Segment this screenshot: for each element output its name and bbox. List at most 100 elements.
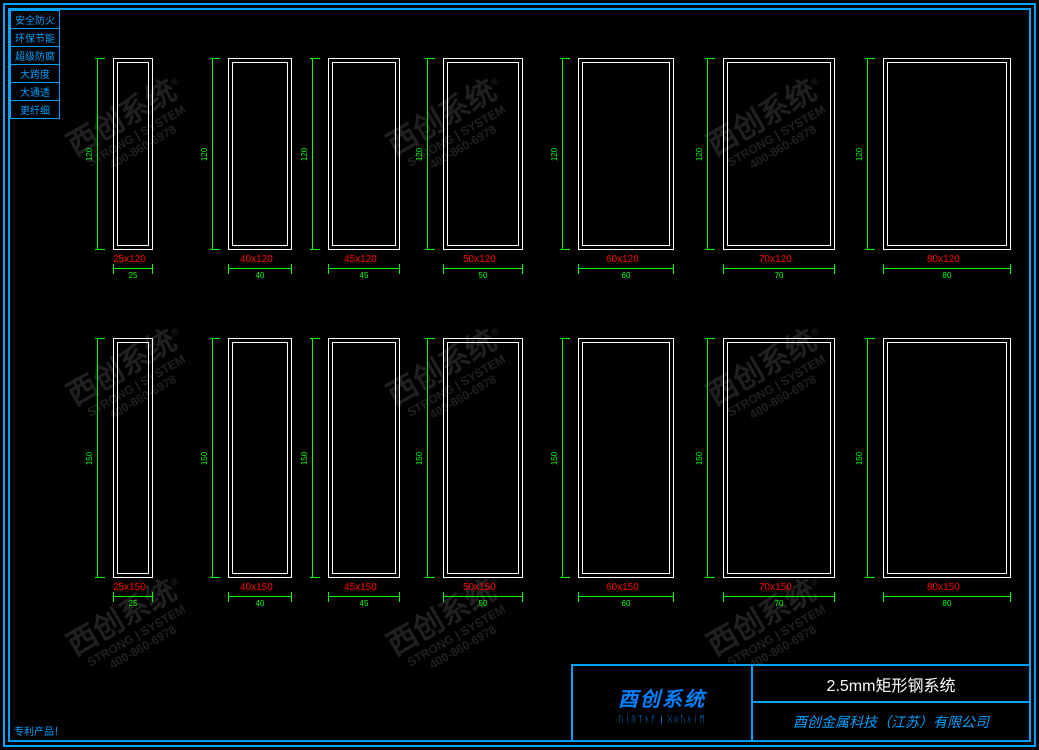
steel-profile: 1204545x120 (328, 58, 400, 250)
profile-inner-wall (727, 342, 831, 574)
dimension-height-label: 120 (200, 148, 209, 161)
dimension-width: 25 (113, 268, 153, 269)
dimension-width: 45 (328, 596, 400, 597)
title-block: 酉创系统 ᚢᛁᚱᛉᚾᚨ | ᚷᛟᚢᚾᛁᛗ 2.5mm矩形钢系统 酉创金属科技（江… (571, 664, 1031, 742)
dimension-width: 60 (578, 596, 674, 597)
dimension-height: 120 (867, 58, 868, 250)
dimension-width: 25 (113, 596, 153, 597)
profile-inner-wall (887, 62, 1007, 246)
dimension-width: 40 (228, 268, 292, 269)
profile-inner-wall (232, 342, 288, 574)
dimension-width-label: 50 (479, 271, 488, 280)
steel-profile: 1505050x150 (443, 338, 523, 578)
legend-item: 超级防腐 (11, 47, 59, 65)
steel-profile: 1204040x120 (228, 58, 292, 250)
profile-inner-wall (582, 62, 670, 246)
steel-profile: 1206060x120 (578, 58, 674, 250)
dimension-height: 150 (427, 338, 428, 578)
dimension-height-label: 150 (200, 452, 209, 465)
dimension-width-label: 45 (360, 271, 369, 280)
profile-size-label: 70x120 (759, 254, 792, 265)
dimension-height-label: 150 (85, 452, 94, 465)
dimension-width-label: 40 (256, 599, 265, 608)
profile-size-label: 25x150 (113, 582, 146, 593)
dimension-width: 50 (443, 268, 523, 269)
dimension-width: 70 (723, 268, 835, 269)
legend-item: 安全防火 (11, 11, 59, 29)
steel-profile: 1504040x150 (228, 338, 292, 578)
drawing-title: 2.5mm矩形钢系统 (753, 666, 1029, 703)
profile-inner-wall (727, 62, 831, 246)
profile-inner-wall (887, 342, 1007, 574)
dimension-height-label: 120 (300, 148, 309, 161)
profile-size-label: 80x120 (927, 254, 960, 265)
profile-size-label: 50x120 (463, 254, 496, 265)
dimension-width: 45 (328, 268, 400, 269)
profile-inner-wall (232, 62, 288, 246)
dimension-width-label: 60 (622, 271, 631, 280)
dimension-width-label: 60 (622, 599, 631, 608)
dimension-width-label: 70 (775, 599, 784, 608)
dimension-width-label: 45 (360, 599, 369, 608)
dimension-height: 150 (312, 338, 313, 578)
title-block-logo: 酉创系统 ᚢᛁᚱᛉᚾᚨ | ᚷᛟᚢᚾᛁᛗ (573, 666, 753, 740)
legend-panel: 安全防火环保节能超级防腐大跨度大通透更纤细 (10, 10, 60, 119)
dimension-height: 150 (562, 338, 563, 578)
steel-profile: 1202525x120 (113, 58, 153, 250)
profile-size-label: 25x120 (113, 254, 146, 265)
steel-profile: 1508080x150 (883, 338, 1011, 578)
dimension-height-label: 120 (695, 148, 704, 161)
dimension-width: 80 (883, 596, 1011, 597)
profile-inner-wall (582, 342, 670, 574)
dimension-height: 150 (212, 338, 213, 578)
dimension-width: 50 (443, 596, 523, 597)
steel-profile: 1205050x120 (443, 58, 523, 250)
steel-profile: 1504545x150 (328, 338, 400, 578)
steel-profile: 1207070x120 (723, 58, 835, 250)
profile-size-label: 70x150 (759, 582, 792, 593)
dimension-height-label: 150 (415, 452, 424, 465)
dimension-width-label: 40 (256, 271, 265, 280)
drawing-canvas: 西创系统®STRONG | SYSTEM400-860-6978西创系统®STR… (8, 8, 1031, 742)
profile-size-label: 40x120 (240, 254, 273, 265)
dimension-height: 150 (707, 338, 708, 578)
dimension-height: 150 (867, 338, 868, 578)
dimension-height: 150 (97, 338, 98, 578)
dimension-width-label: 80 (943, 271, 952, 280)
steel-profile: 1507070x150 (723, 338, 835, 578)
dimension-height: 120 (562, 58, 563, 250)
logo-sub-text: ᚢᛁᚱᛉᚾᚨ | ᚷᛟᚢᚾᛁᛗ (618, 714, 705, 724)
dimension-height-label: 120 (550, 148, 559, 161)
profile-inner-wall (332, 62, 396, 246)
dimension-height-label: 120 (855, 148, 864, 161)
legend-item: 大跨度 (11, 65, 59, 83)
profile-inner-wall (447, 62, 519, 246)
dimension-width: 70 (723, 596, 835, 597)
legend-item: 大通透 (11, 83, 59, 101)
dimension-width: 60 (578, 268, 674, 269)
profile-inner-wall (117, 342, 149, 574)
patent-note: 专利产品！ (14, 723, 64, 738)
legend-item: 更纤细 (11, 101, 59, 118)
dimension-height: 120 (97, 58, 98, 250)
dimension-height-label: 150 (300, 452, 309, 465)
dimension-height: 120 (212, 58, 213, 250)
dimension-width-label: 25 (129, 271, 138, 280)
dimension-height: 120 (427, 58, 428, 250)
dimension-height-label: 150 (550, 452, 559, 465)
dimension-width-label: 70 (775, 271, 784, 280)
profile-size-label: 45x120 (344, 254, 377, 265)
dimension-width-label: 50 (479, 599, 488, 608)
company-name: 酉创金属科技（江苏）有限公司 (753, 703, 1029, 740)
steel-profile: 1506060x150 (578, 338, 674, 578)
dimension-height-label: 120 (85, 148, 94, 161)
dimension-width: 80 (883, 268, 1011, 269)
dimension-width-label: 25 (129, 599, 138, 608)
profile-size-label: 50x150 (463, 582, 496, 593)
dimension-width: 40 (228, 596, 292, 597)
dimension-height-label: 150 (855, 452, 864, 465)
dimension-width-label: 80 (943, 599, 952, 608)
logo-main-text: 酉创系统 (618, 683, 706, 712)
profile-size-label: 45x150 (344, 582, 377, 593)
dimension-height: 120 (707, 58, 708, 250)
